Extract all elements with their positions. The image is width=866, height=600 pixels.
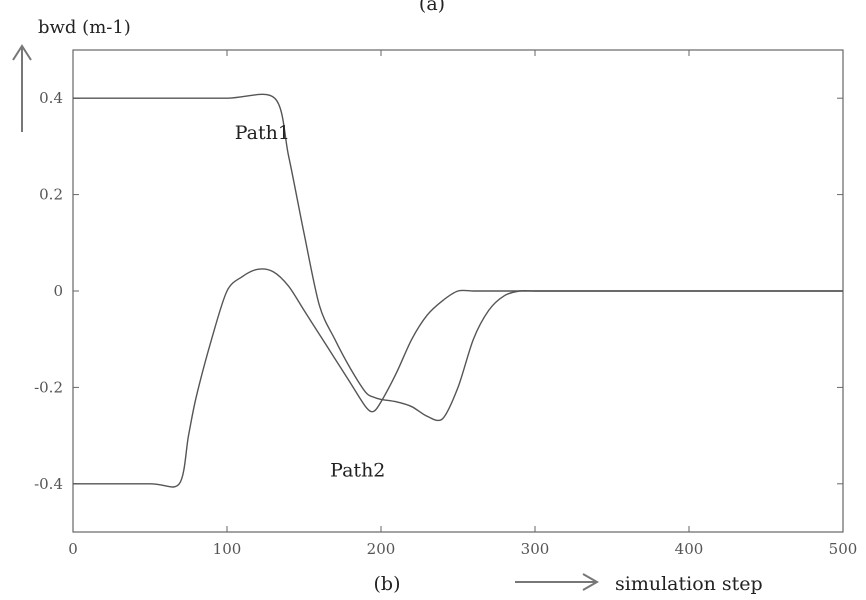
series-line-path2	[73, 268, 843, 488]
y-tick-label: -0.4	[34, 475, 63, 493]
y-tick-label: -0.2	[34, 378, 63, 396]
series-annotations: Path1 Path2	[235, 122, 386, 481]
annotation-path2: Path2	[330, 460, 385, 482]
annotation-path1: Path1	[235, 122, 290, 144]
x-tick-label: 200	[367, 540, 396, 558]
y-axis-arrow	[12, 44, 32, 132]
x-axis-label: simulation step	[615, 573, 763, 595]
x-axis-ticks: 0 100 200 300 400 500	[68, 50, 857, 558]
top-caption: (a)	[419, 0, 445, 15]
y-tick-label: 0	[53, 282, 63, 300]
x-tick-label: 400	[675, 540, 704, 558]
x-tick-label: 100	[213, 540, 242, 558]
y-tick-label: 0.4	[39, 89, 63, 107]
x-tick-label: 0	[68, 540, 78, 558]
series-line-path1	[73, 93, 843, 422]
bottom-caption: (b)	[374, 573, 401, 595]
x-tick-label: 500	[829, 540, 858, 558]
series-group	[73, 93, 843, 488]
y-tick-label: 0.2	[39, 186, 63, 204]
y-axis-label: bwd (m-1)	[38, 17, 131, 38]
x-axis-arrow	[515, 573, 600, 591]
x-tick-label: 300	[521, 540, 550, 558]
